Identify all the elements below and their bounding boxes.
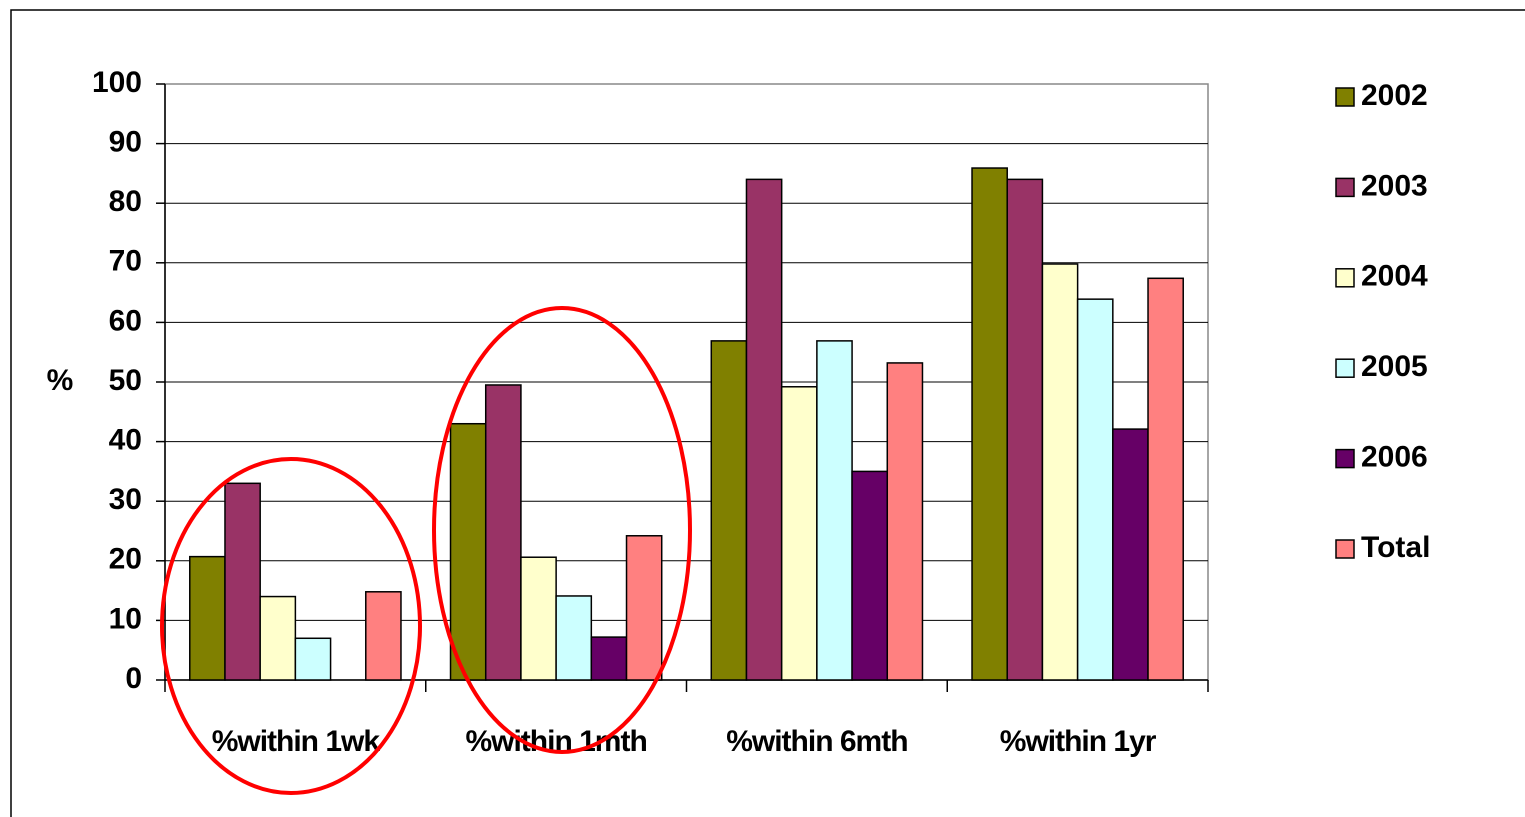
bar bbox=[710, 340, 748, 681]
highlight-ellipse bbox=[160, 457, 422, 795]
bar bbox=[449, 422, 487, 681]
bar bbox=[224, 482, 261, 681]
bar bbox=[780, 386, 818, 681]
bar bbox=[1076, 298, 1114, 681]
bar bbox=[555, 595, 593, 681]
bar bbox=[365, 591, 402, 681]
y-tick-label: 10 bbox=[109, 602, 142, 635]
bar bbox=[1112, 428, 1149, 681]
x-tick-label: %within 6mth bbox=[726, 725, 907, 758]
bar bbox=[971, 167, 1008, 681]
bar bbox=[484, 384, 522, 681]
y-tick-label: 20 bbox=[109, 543, 142, 576]
y-tick-label: 40 bbox=[109, 424, 142, 457]
chart-border bbox=[10, 9, 1525, 817]
y-tick-label: 80 bbox=[109, 185, 142, 218]
legend-swatch bbox=[1335, 448, 1355, 469]
y-tick-label: 50 bbox=[109, 364, 142, 397]
y-tick-label: 90 bbox=[109, 126, 142, 159]
x-tick-label: %within 1yr bbox=[1000, 725, 1157, 758]
y-tick-label: 0 bbox=[125, 662, 142, 695]
y-tick-label: 100 bbox=[92, 66, 142, 99]
y-tick-label: 30 bbox=[109, 483, 142, 516]
bar bbox=[294, 637, 332, 681]
legend-label: 2004 bbox=[1361, 260, 1428, 293]
bar bbox=[1006, 178, 1044, 681]
y-tick-label: 70 bbox=[109, 245, 142, 278]
legend-label: 2003 bbox=[1361, 169, 1428, 202]
legend-swatch bbox=[1335, 87, 1355, 107]
legend-label: 2006 bbox=[1361, 441, 1428, 474]
bar bbox=[520, 556, 557, 681]
legend-swatch bbox=[1335, 539, 1355, 559]
bar bbox=[1041, 263, 1079, 681]
bar bbox=[590, 636, 628, 681]
bar bbox=[816, 340, 853, 681]
y-axis-label: % bbox=[47, 364, 74, 397]
bar bbox=[625, 535, 663, 681]
legend-swatch bbox=[1335, 358, 1355, 378]
bar bbox=[259, 595, 297, 681]
highlight-ellipse bbox=[432, 306, 692, 754]
legend-swatch bbox=[1335, 177, 1355, 198]
bar bbox=[886, 362, 924, 681]
bar bbox=[745, 178, 783, 681]
legend-label: 2005 bbox=[1361, 350, 1428, 383]
legend-label: 2002 bbox=[1361, 79, 1428, 112]
x-tick-label: %within 1wk bbox=[212, 725, 381, 758]
bar bbox=[189, 555, 226, 681]
bar bbox=[851, 470, 889, 681]
legend-swatch bbox=[1335, 268, 1355, 288]
bar bbox=[1147, 277, 1184, 681]
y-tick-label: 60 bbox=[109, 304, 142, 337]
marks: 0 10 20 30 40 50 60 70 80 90 100 %within 1wk %within… bbox=[92, 66, 1431, 758]
legend-label: Total bbox=[1361, 531, 1430, 564]
